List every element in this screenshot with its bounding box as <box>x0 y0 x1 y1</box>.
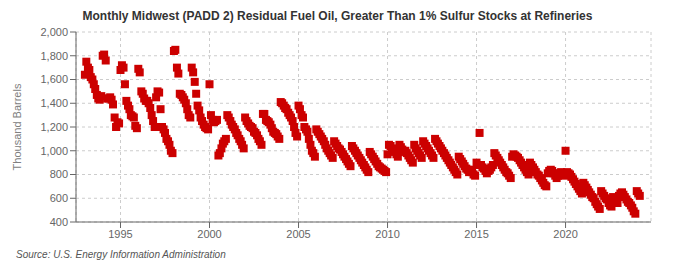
svg-text:2005: 2005 <box>286 228 310 240</box>
html-text:Monthly Midwest (PADD 2) Resid: Monthly Midwest (PADD 2) Residual Fuel O… <box>82 9 593 23</box>
svg-text:2000: 2000 <box>197 228 221 240</box>
svg-text:400: 400 <box>50 216 68 228</box>
svg-text:Thousand Barrels: Thousand Barrels <box>11 83 23 170</box>
svg-text:1,200: 1,200 <box>40 121 68 133</box>
svg-text:1,000: 1,000 <box>40 145 68 157</box>
svg-text:1,400: 1,400 <box>40 97 68 109</box>
svg-text:2015: 2015 <box>464 228 488 240</box>
svg-text:600: 600 <box>50 192 68 204</box>
svg-text:1,600: 1,600 <box>40 73 68 85</box>
html-text:Source: U.S. Energy Informatio: Source: U.S. Energy Information Administ… <box>16 249 226 260</box>
svg-text:2010: 2010 <box>375 228 399 240</box>
svg-text:2,000: 2,000 <box>40 26 68 38</box>
svg-text:800: 800 <box>50 168 68 180</box>
svg-text:1,800: 1,800 <box>40 50 68 62</box>
svg-text:2020: 2020 <box>553 228 577 240</box>
svg-text:1995: 1995 <box>108 228 132 240</box>
